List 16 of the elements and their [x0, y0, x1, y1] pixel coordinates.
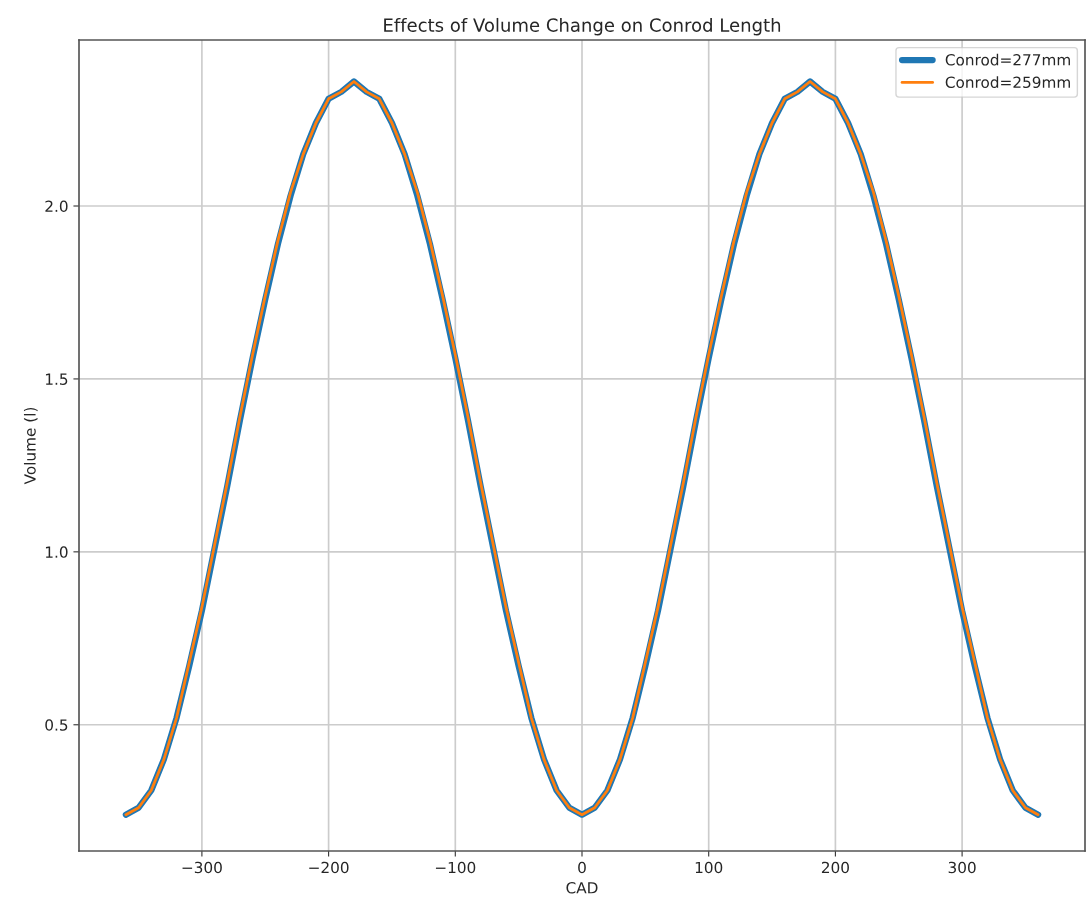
y-tick-label: 2.0 — [45, 200, 68, 213]
x-axis-title: CAD — [566, 882, 598, 894]
x-tick-label: −300 — [182, 861, 222, 874]
y-tick-label: 1.5 — [45, 373, 68, 385]
legend-label: Conrod=259mm — [945, 76, 1070, 88]
y-tick-label: 1.0 — [45, 546, 68, 558]
x-tick-label: 0 — [578, 861, 586, 874]
x-tick-label: 100 — [695, 861, 723, 874]
y-axis-title: Volume (l) — [23, 407, 38, 485]
chart-title: Effects of Volume Change on Conrod Length — [384, 17, 781, 36]
legend-label: Conrod=277mm — [945, 53, 1070, 66]
y-tick-label: 0.5 — [45, 719, 68, 731]
x-tick-label: 300 — [948, 861, 976, 874]
x-tick-label: −100 — [435, 861, 476, 874]
x-tick-label: 200 — [821, 861, 849, 874]
x-tick-label: −200 — [309, 861, 349, 874]
